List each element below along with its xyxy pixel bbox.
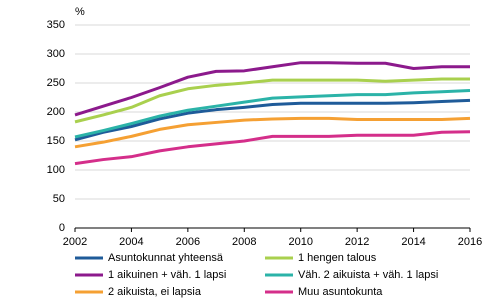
y-axis-label: % xyxy=(75,6,85,18)
y-tick-label: 300 xyxy=(47,48,65,60)
legend-label: Väh. 2 aikuista + väh. 1 lapsi xyxy=(298,269,438,281)
y-tick-label: 200 xyxy=(47,106,65,118)
x-tick-label: 2006 xyxy=(176,236,200,248)
y-tick-label: 250 xyxy=(47,77,65,89)
legend-label: Asuntokunnat yhteensä xyxy=(108,252,224,264)
x-tick-label: 2014 xyxy=(401,236,425,248)
x-tick-label: 2002 xyxy=(63,236,87,248)
y-tick-label: 0 xyxy=(59,222,65,234)
series-line xyxy=(74,77,470,124)
series-line xyxy=(74,116,471,149)
series-line xyxy=(74,61,470,117)
y-tick-label: 50 xyxy=(53,193,65,205)
x-tick-label: 2010 xyxy=(288,236,312,248)
y-tick-label: 100 xyxy=(47,164,65,176)
legend-label: 2 aikuista, ei lapsia xyxy=(108,286,202,298)
series-line xyxy=(74,130,471,166)
legend-label: 1 aikuinen + väh. 1 lapsi xyxy=(108,269,226,281)
x-tick-label: 2016 xyxy=(458,236,482,248)
y-tick-label: 150 xyxy=(47,135,65,147)
x-tick-label: 2004 xyxy=(119,236,143,248)
y-tick-label: 350 xyxy=(47,19,65,31)
x-tick-label: 2008 xyxy=(232,236,256,248)
series-line xyxy=(74,89,471,139)
x-tick-label: 2012 xyxy=(345,236,369,248)
legend-label: 1 hengen talous xyxy=(298,252,377,264)
series-line xyxy=(74,98,471,142)
legend-label: Muu asuntokunta xyxy=(298,286,383,298)
